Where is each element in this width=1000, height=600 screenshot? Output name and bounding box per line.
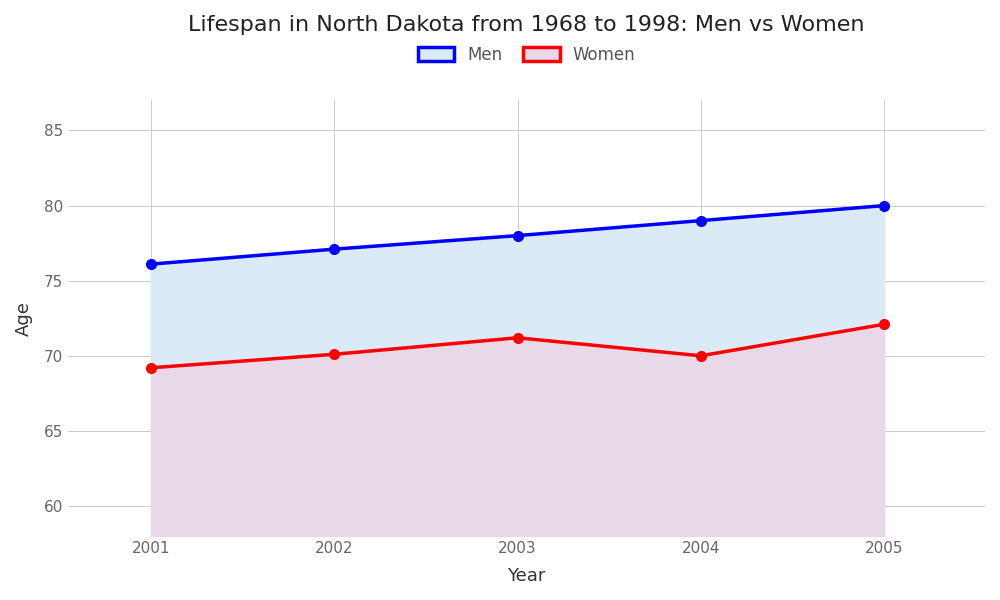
Title: Lifespan in North Dakota from 1968 to 1998: Men vs Women: Lifespan in North Dakota from 1968 to 19…: [188, 15, 865, 35]
Y-axis label: Age: Age: [15, 301, 33, 335]
Legend: Men, Women: Men, Women: [411, 39, 642, 70]
X-axis label: Year: Year: [507, 567, 546, 585]
